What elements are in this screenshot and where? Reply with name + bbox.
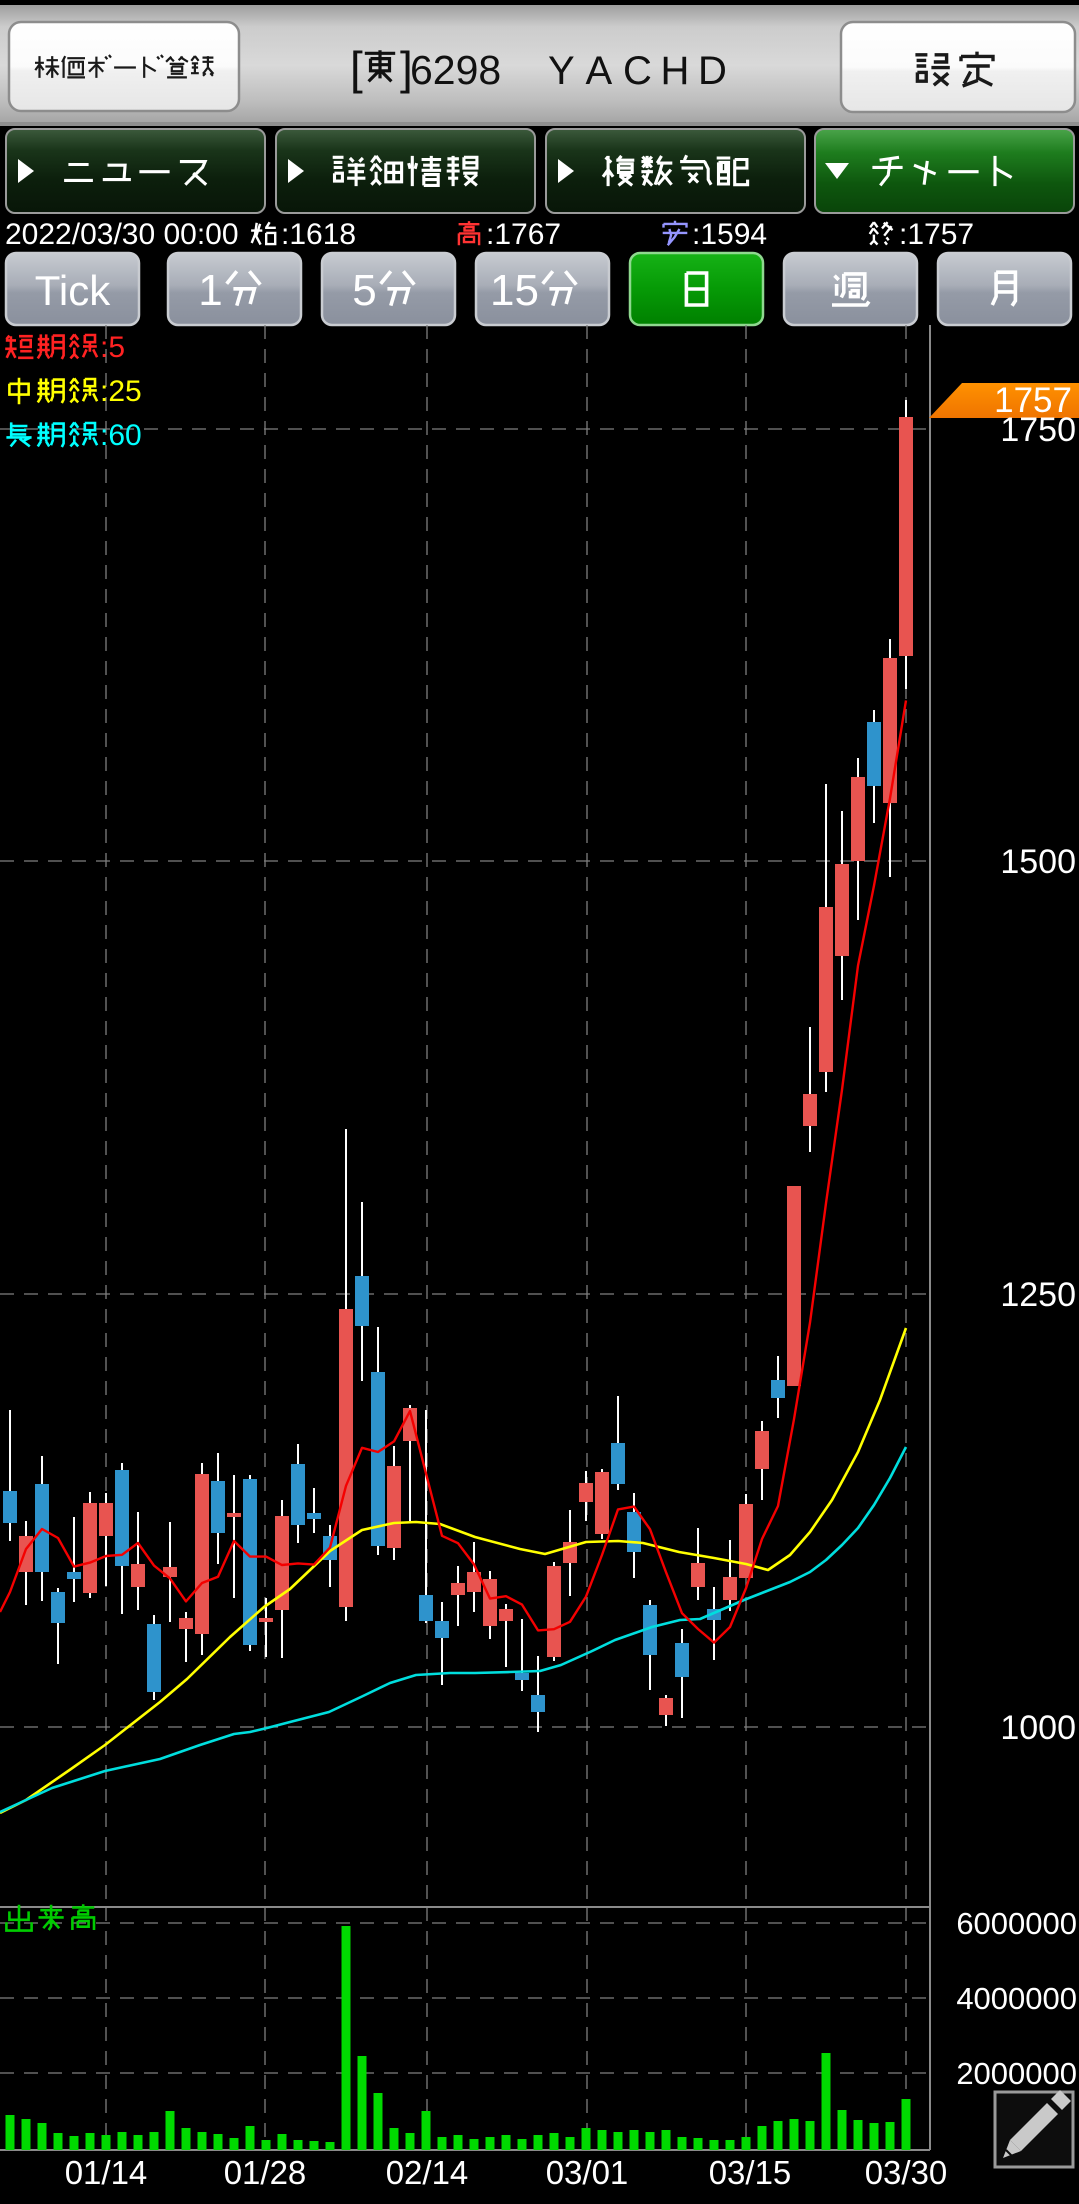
svg-text::5: :5	[100, 331, 125, 364]
svg-text::1757: :1757	[899, 218, 974, 251]
svg-text::1594: :1594	[692, 218, 767, 251]
svg-text::1618: :1618	[281, 218, 356, 251]
svg-text:03/30: 03/30	[865, 2154, 948, 2191]
svg-text:03/01: 03/01	[546, 2154, 629, 2191]
svg-text:02/14: 02/14	[386, 2154, 469, 2191]
svg-text:1500: 1500	[1000, 843, 1076, 881]
svg-text:1757: 1757	[994, 381, 1072, 420]
svg-text:6298: 6298	[410, 47, 501, 93]
svg-text:01/28: 01/28	[224, 2154, 307, 2191]
svg-text:C: C	[623, 49, 652, 93]
svg-text::60: :60	[100, 419, 142, 452]
svg-text:1000: 1000	[1000, 1709, 1076, 1747]
svg-text:03/15: 03/15	[709, 2154, 792, 2191]
svg-text:H: H	[661, 49, 690, 93]
svg-text:5: 5	[352, 266, 376, 315]
svg-text:[: [	[350, 42, 363, 94]
svg-text::1767: :1767	[486, 218, 561, 251]
svg-text:Y: Y	[548, 49, 575, 93]
svg-text:01/14: 01/14	[65, 2154, 148, 2191]
svg-text:15: 15	[490, 266, 539, 315]
svg-text:2022/03/30 00:00: 2022/03/30 00:00	[5, 218, 239, 251]
svg-text:4000000: 4000000	[956, 1981, 1077, 2016]
svg-text:]: ]	[400, 42, 413, 94]
svg-text::25: :25	[100, 375, 142, 408]
svg-text:Tick: Tick	[35, 267, 111, 314]
svg-text:A: A	[586, 49, 613, 93]
svg-text:1250: 1250	[1000, 1276, 1076, 1314]
svg-text:D: D	[698, 49, 727, 93]
svg-text:1: 1	[198, 266, 222, 315]
svg-text:2000000: 2000000	[956, 2056, 1077, 2091]
svg-text:6000000: 6000000	[956, 1906, 1077, 1941]
svg-text:1750: 1750	[1000, 411, 1076, 449]
